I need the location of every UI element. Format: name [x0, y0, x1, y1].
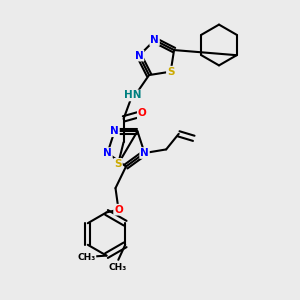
Text: O: O [138, 109, 146, 118]
Text: S: S [167, 67, 174, 77]
Text: HN: HN [124, 91, 141, 100]
Text: N: N [140, 148, 149, 158]
Text: CH₃: CH₃ [77, 253, 95, 262]
Text: CH₃: CH₃ [109, 263, 127, 272]
Text: N: N [103, 148, 112, 158]
Text: S: S [114, 159, 122, 169]
Text: N: N [110, 126, 119, 136]
Text: N: N [135, 51, 143, 61]
Text: N: N [150, 35, 159, 45]
Text: O: O [114, 205, 123, 215]
